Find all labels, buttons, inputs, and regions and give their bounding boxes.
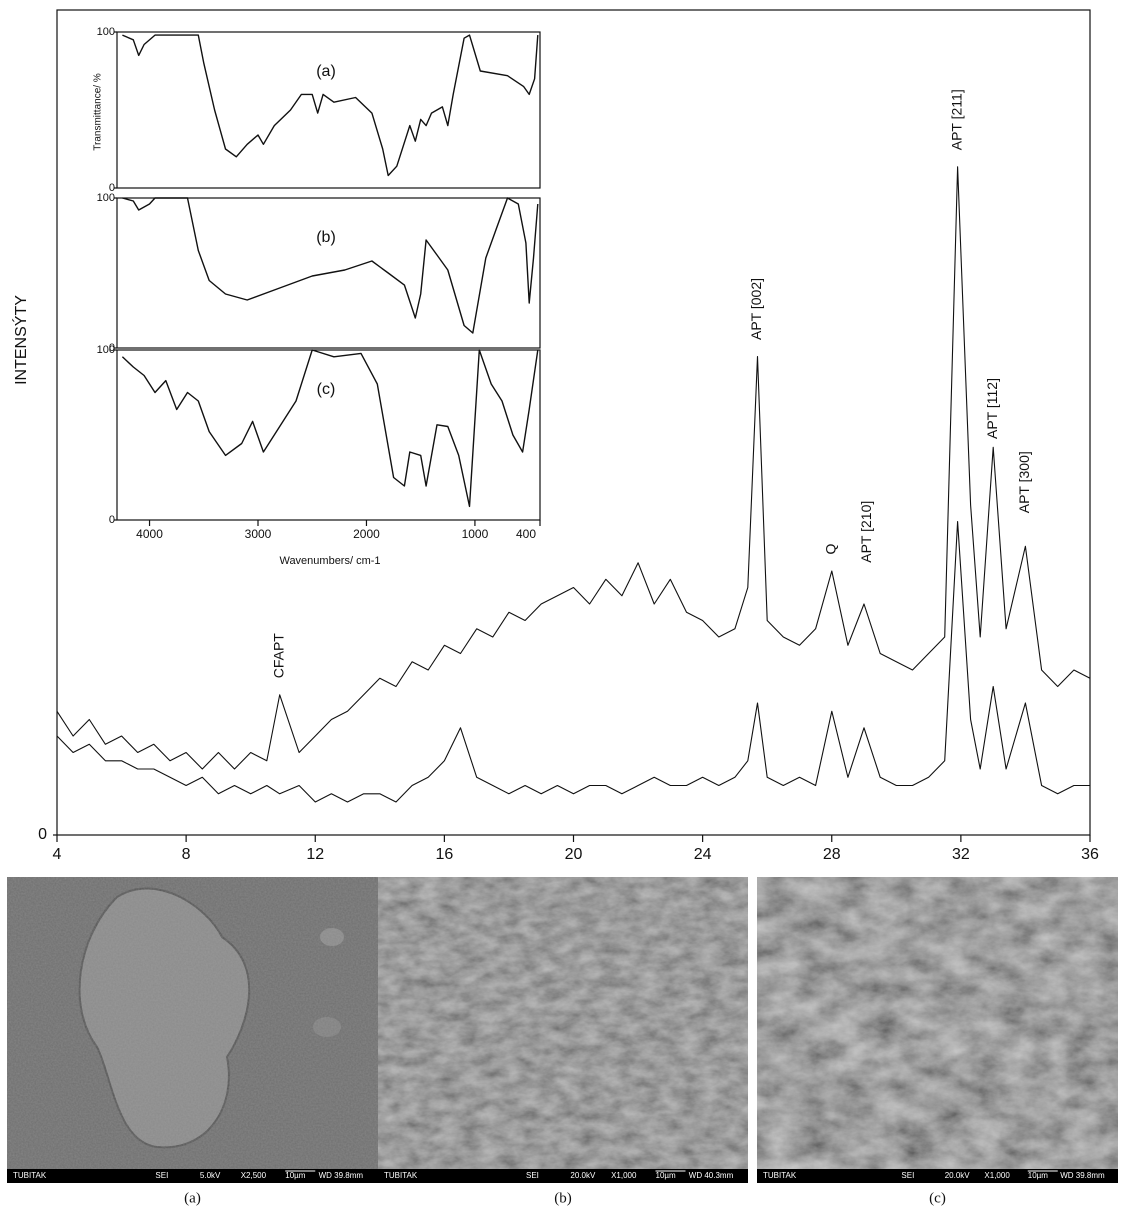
inset-x-tick-label: 400 xyxy=(516,527,536,541)
x-tick-label: 16 xyxy=(435,846,453,863)
inset-x-tick-label: 3000 xyxy=(245,527,272,541)
sem-info-text: 10µm xyxy=(285,1171,306,1180)
sem-info-text: 20.0kV xyxy=(570,1171,596,1180)
ftir-trace xyxy=(121,349,539,508)
ftir-trace xyxy=(122,34,539,177)
x-tick-label: 20 xyxy=(565,846,583,863)
xrd-plot: 4 8 12 16 20 24 28 32 36 0 CFAPT APT [002] Q APT [210… xyxy=(38,89,1099,863)
sem-info-text: WD 39.8mm xyxy=(319,1171,364,1180)
panel-y-tick-label: 0 xyxy=(109,514,115,526)
sem-info-text: 10µm xyxy=(656,1171,677,1180)
y-tick-label: 0 xyxy=(38,826,47,843)
panel-label: (c) xyxy=(317,381,336,398)
panel-label: (a) xyxy=(316,63,336,80)
x-tick-label: 32 xyxy=(952,846,970,863)
peak-label: APT [300] xyxy=(1016,451,1032,513)
x-tick-label: 24 xyxy=(694,846,712,863)
peak-label: APT [211] xyxy=(948,89,964,150)
panel-y-tick-label: 100 xyxy=(97,192,115,204)
sem-texture xyxy=(378,877,748,1169)
sem-texture xyxy=(7,877,378,1169)
sem-info-text: WD 39.8mm xyxy=(1060,1171,1105,1180)
inset-y-label: Transmittance/ % xyxy=(93,73,104,151)
inset-x-tick-label: 4000 xyxy=(136,527,163,541)
sem-info-bar xyxy=(378,1169,748,1183)
sem-info-text: TUBITAK xyxy=(763,1171,797,1180)
y-axis-label: INTENSÝTY xyxy=(11,295,30,385)
sem-info-text: X1,000 xyxy=(984,1171,1010,1180)
x-tick-label: 12 xyxy=(306,846,324,863)
peak-label: APT [112] xyxy=(984,378,1000,439)
sem-info-text: TUBITAK xyxy=(13,1171,47,1180)
x-tick-label: 8 xyxy=(182,846,191,863)
inset-background xyxy=(117,32,540,520)
panel-frame xyxy=(116,31,541,189)
x-tick-label: 28 xyxy=(823,846,841,863)
peak-label: APT [210] xyxy=(858,501,874,563)
sem-info-text: X2,500 xyxy=(241,1171,267,1180)
peak-label: Q xyxy=(822,544,838,555)
sem-info-text: TUBITAK xyxy=(384,1171,418,1180)
sem-info-text: 5.0kV xyxy=(200,1171,221,1180)
sem-info-text: SEI xyxy=(526,1171,539,1180)
inset-x-label: Wavenumbers/ cm-1 xyxy=(279,555,380,567)
sem-caption: (b) xyxy=(554,1190,572,1206)
ftir-trace xyxy=(122,197,539,334)
inset-x-tick-label: 2000 xyxy=(353,527,380,541)
sem-info-text: SEI xyxy=(901,1171,914,1180)
sem-info-text: 20.0kV xyxy=(945,1171,971,1180)
sem-caption: (c) xyxy=(929,1190,946,1206)
x-tick-label: 4 xyxy=(53,846,62,863)
sem-info-text: 10µm xyxy=(1028,1171,1049,1180)
panel-frame xyxy=(116,349,541,521)
peak-label: APT [002] xyxy=(748,278,764,340)
panel-frame xyxy=(116,197,541,349)
inset-x-tick-label: 1000 xyxy=(462,527,489,541)
sem-info-bar xyxy=(757,1169,1118,1183)
sem-info-text: X1,000 xyxy=(611,1171,637,1180)
panel-y-tick-label: 0 xyxy=(109,182,115,194)
panel-y-tick-label: 0 xyxy=(109,342,115,354)
peak-label: CFAPT xyxy=(270,633,286,679)
xrd-trace xyxy=(56,166,1091,770)
x-tick-label: 36 xyxy=(1081,846,1099,863)
sem-info-bar xyxy=(7,1169,378,1183)
xrd-trace xyxy=(56,520,1090,803)
sem-images: TUBITAK SEI 5.0kV X2,500 10µm WD 39.8mm (a) TUB… xyxy=(7,877,1118,1206)
sem-texture xyxy=(757,877,1118,1169)
sem-info-text: WD 40.3mm xyxy=(689,1171,734,1180)
panel-y-tick-label: 100 xyxy=(97,26,115,38)
panel-label: (b) xyxy=(316,229,336,246)
sem-caption: (a) xyxy=(184,1190,201,1206)
sem-info-text: SEI xyxy=(155,1171,168,1180)
panel-y-tick-label: 100 xyxy=(97,344,115,356)
